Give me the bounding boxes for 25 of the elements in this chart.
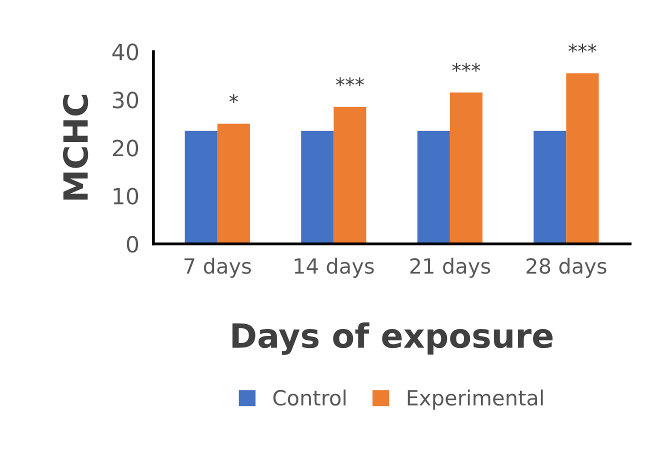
x-tick-label: 28 days: [526, 258, 606, 278]
annotation: ***: [452, 62, 480, 72]
x-tick-label: 21 days: [410, 258, 490, 278]
annotation: *: [229, 94, 238, 103]
bar: [417, 130, 450, 244]
bar: [301, 130, 334, 244]
bar: [450, 92, 482, 244]
bar: [566, 73, 599, 244]
y-tick-label: 20: [112, 140, 138, 156]
y-tick-label: 40: [112, 44, 138, 60]
bar: [217, 124, 250, 244]
bar: [534, 130, 566, 244]
y-tick-label: 30: [112, 92, 138, 108]
legend-label: Experimental: [408, 390, 543, 410]
x-tick-label: 14 days: [294, 258, 374, 278]
y-tick-label: 10: [114, 188, 138, 205]
y-axis-title: MCHC: [62, 94, 88, 200]
legend-label: Control: [273, 390, 346, 406]
annotation: ***: [336, 77, 364, 86]
annotation: ***: [568, 44, 596, 53]
y-tick-label: 0: [126, 236, 138, 253]
bar: [184, 130, 218, 244]
x-axis-title: Days of exposure: [232, 322, 553, 355]
x-tick-label: 7 days: [184, 258, 251, 278]
bar: [334, 106, 366, 244]
